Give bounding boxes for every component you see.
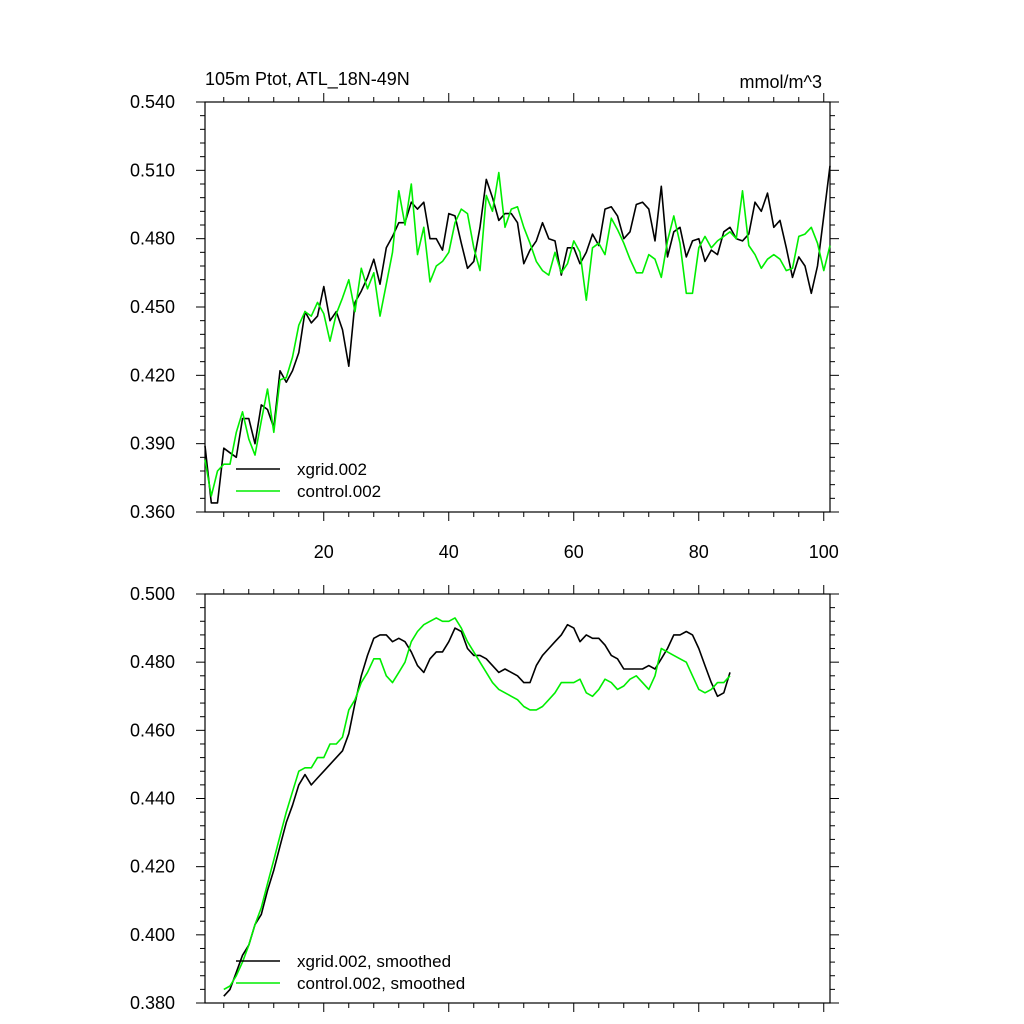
legend-label-control: control.002, smoothed bbox=[297, 974, 465, 993]
series-line-xgrid bbox=[223, 623, 731, 997]
x-tick-label: 60 bbox=[564, 542, 584, 562]
y-tick-label: 0.400 bbox=[130, 925, 175, 945]
plot-frame bbox=[204, 101, 831, 513]
legend-label-control: control.002 bbox=[297, 482, 381, 501]
y-tick-label: 0.380 bbox=[130, 993, 175, 1013]
x-tick-label: 100 bbox=[809, 542, 839, 562]
y-tick-label: 0.480 bbox=[130, 229, 175, 249]
y-tick-label: 0.540 bbox=[130, 92, 175, 112]
y-tick-label: 0.460 bbox=[130, 720, 175, 740]
y-tick-label: 0.510 bbox=[130, 160, 175, 180]
y-tick-label: 0.390 bbox=[130, 434, 175, 454]
plot-frame bbox=[204, 593, 831, 1004]
x-tick-label: 20 bbox=[314, 542, 334, 562]
y-tick-label: 0.420 bbox=[130, 365, 175, 385]
series-line-xgrid bbox=[204, 165, 831, 504]
series-line-control bbox=[204, 171, 831, 497]
series-line-control bbox=[223, 617, 731, 991]
y-tick-label: 0.450 bbox=[130, 297, 175, 317]
y-tick-label: 0.480 bbox=[130, 652, 175, 672]
legend-label-xgrid: xgrid.002, smoothed bbox=[297, 952, 451, 971]
x-tick-label: 80 bbox=[689, 542, 709, 562]
top-panel: 0.360 0.390 0.420 0.450 0.480 0.510 0.540 20 40 6… bbox=[130, 69, 839, 562]
y-tick-label: 0.360 bbox=[130, 502, 175, 522]
units-label: mmol/m^3 bbox=[740, 72, 822, 92]
legend-label-xgrid: xgrid.002 bbox=[297, 460, 367, 479]
y-tick-label: 0.440 bbox=[130, 789, 175, 809]
y-tick-label: 0.420 bbox=[130, 857, 175, 877]
x-tick-label: 40 bbox=[439, 542, 459, 562]
y-tick-label: 0.500 bbox=[130, 584, 175, 604]
bottom-panel: 0.380 0.400 0.420 0.440 0.460 0.480 0.500 xgrid… bbox=[130, 584, 839, 1013]
chart-title: 105m Ptot, ATL_18N-49N bbox=[205, 69, 410, 90]
